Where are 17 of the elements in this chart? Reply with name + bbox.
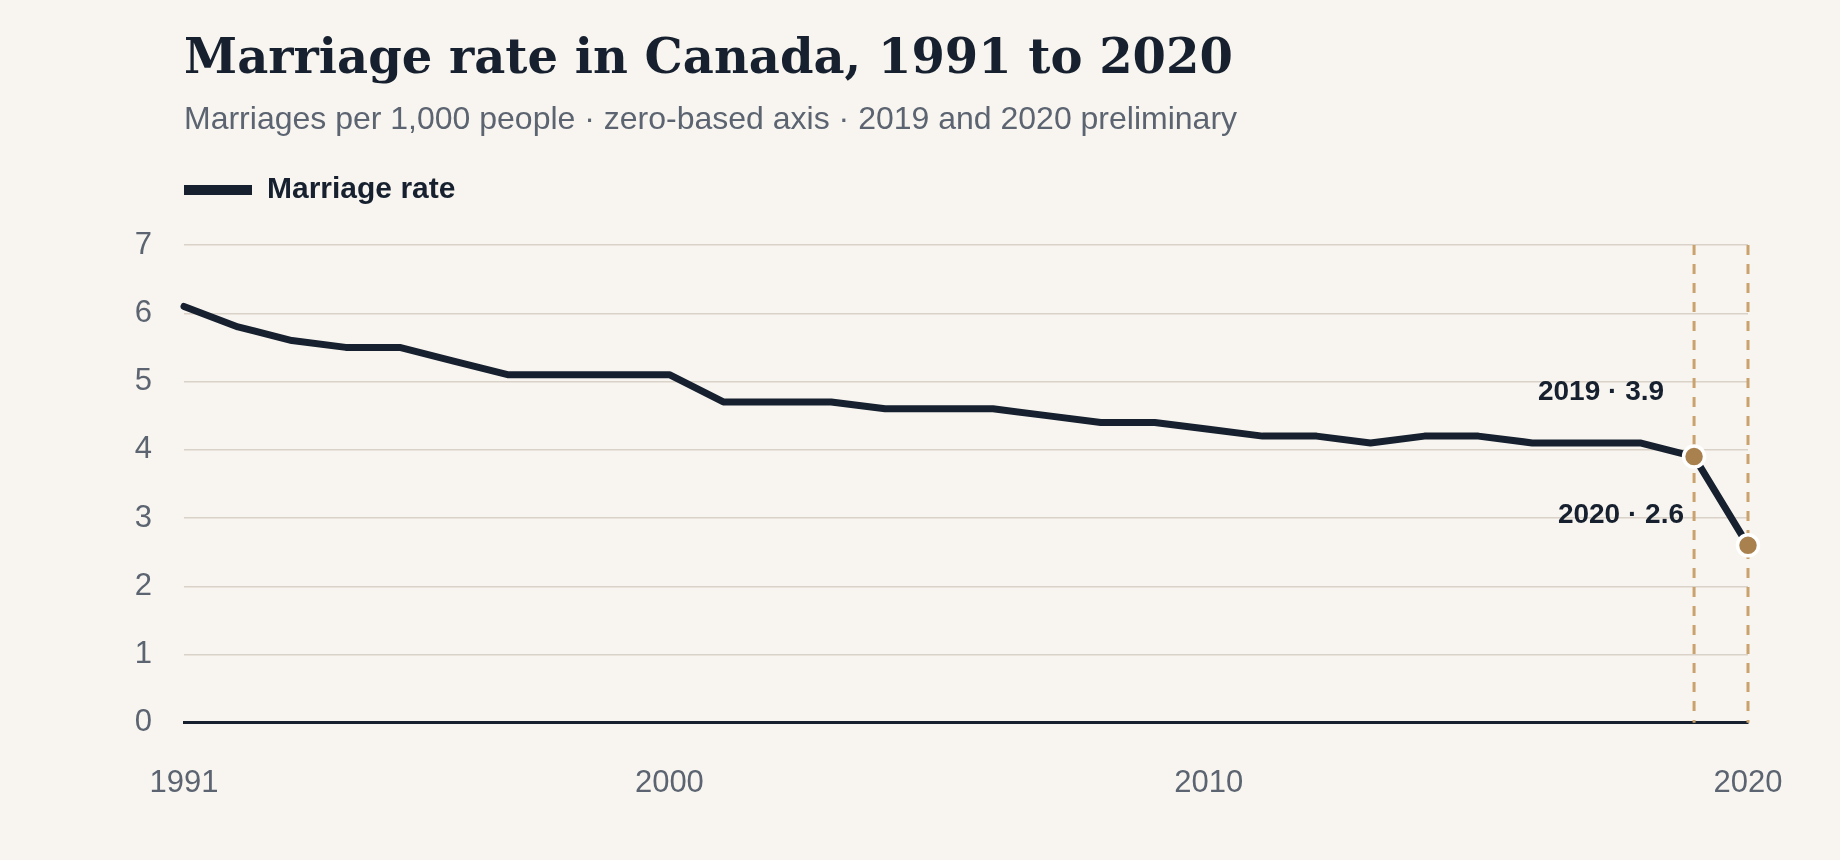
y-tick-label: 5 xyxy=(134,362,152,398)
chart-title: Marriage rate in Canada, 1991 to 2020 xyxy=(184,28,1233,85)
legend-label: Marriage rate xyxy=(267,171,456,205)
y-tick-label: 2 xyxy=(134,566,152,602)
x-tick-label: 1991 xyxy=(149,763,219,799)
x-tick-label: 2000 xyxy=(634,763,704,799)
chart-subtitle: Marriages per 1,000 people · zero-based axis · 2019 and 2020 preliminary xyxy=(184,99,1238,136)
x-tick-label: 2010 xyxy=(1174,763,1244,799)
y-tick-label: 1 xyxy=(134,635,152,671)
y-tick-label: 0 xyxy=(134,703,152,739)
annotation: 2019 · 3.9 xyxy=(1537,375,1665,407)
y-tick-label: 3 xyxy=(134,498,152,534)
x-tick-label: 2020 xyxy=(1713,763,1783,799)
y-tick-label: 4 xyxy=(134,430,152,466)
y-tick-label: 6 xyxy=(134,293,152,329)
annotation: 2020 · 2.6 xyxy=(1557,498,1684,530)
y-tick-label: 7 xyxy=(134,225,152,261)
